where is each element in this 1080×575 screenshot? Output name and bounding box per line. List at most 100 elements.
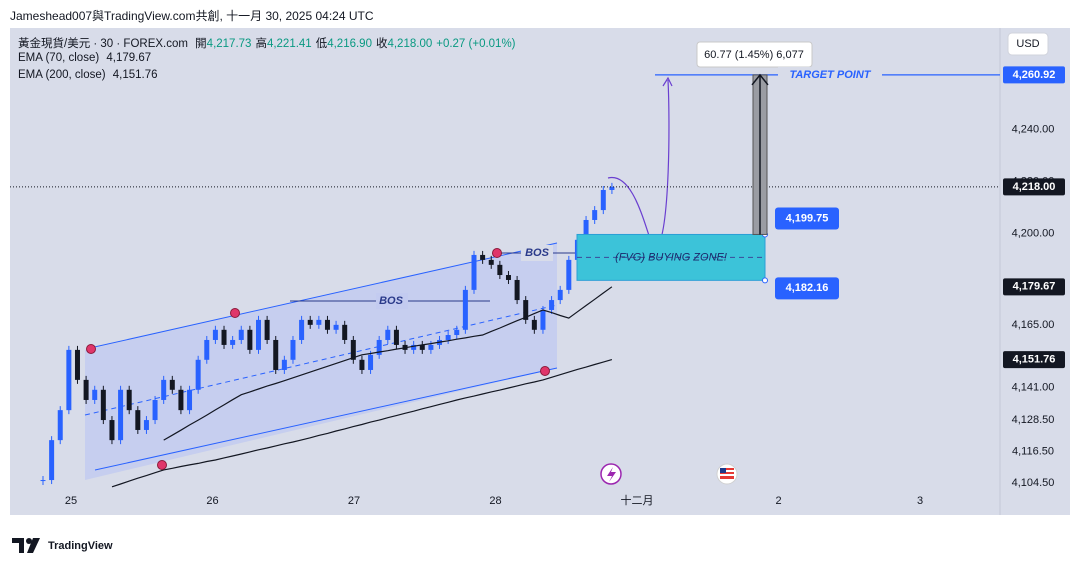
fvg-price-label: 4,182.16 [786, 282, 829, 294]
candle [290, 339, 296, 360]
candle [169, 379, 175, 390]
candle [445, 335, 451, 340]
indicator-legend: EMA (200, close) 4,151.76 [18, 69, 162, 81]
ohlc-value: 4,221.41 [266, 38, 312, 50]
candle [247, 329, 253, 350]
symbol: 黃金現貨/美元 · 30 · FOREX.com [18, 38, 188, 50]
y-tick-label: 4,116.50 [1012, 446, 1054, 458]
price-tag-label: 4,218.00 [1013, 181, 1056, 193]
fvg-price-box [775, 207, 839, 230]
candle [600, 189, 606, 211]
indicator-value: 4,151.76 [112, 69, 158, 81]
channel-bottom [94, 367, 558, 471]
candle [350, 339, 356, 360]
candle [592, 210, 598, 220]
projection-arrow [662, 76, 673, 87]
indicator-name: EMA (200, close) [18, 69, 106, 81]
candle [92, 389, 98, 400]
candle [152, 399, 158, 421]
candle [281, 359, 287, 370]
candle [316, 319, 322, 325]
indicator-value: 4,179.67 [106, 52, 152, 64]
candle [187, 389, 193, 411]
ohlc-key: 高 [255, 38, 267, 50]
price-tag-label: 4,179.67 [1013, 281, 1056, 293]
candle [419, 344, 425, 350]
candle [100, 389, 106, 421]
candle [83, 379, 89, 400]
x-tick-label: 3 [917, 495, 923, 507]
y-tick-label: 4,141.00 [1012, 382, 1055, 394]
candle [74, 349, 80, 380]
candle [238, 329, 244, 340]
measure-box [696, 41, 813, 68]
candle [264, 319, 270, 340]
x-tick-label: 2 [775, 495, 781, 507]
logo-mark [26, 538, 32, 544]
candle [497, 264, 503, 276]
flag-stripe [720, 474, 734, 476]
x-tick-label: 26 [206, 495, 218, 507]
price-tag-label: 4,151.76 [1013, 354, 1056, 366]
candle [342, 324, 348, 340]
candle [505, 275, 511, 280]
ohlc-value: 4,216.90 [327, 38, 372, 50]
fvg-handle [762, 277, 768, 284]
y-tick-label: 4,200.00 [1012, 228, 1055, 240]
logo-text: TradingView [48, 540, 113, 552]
currency-button[interactable] [1007, 32, 1049, 56]
event-icon-bolt [607, 467, 616, 482]
candle [109, 420, 115, 441]
fvg-price-box [775, 277, 839, 300]
channel-top [89, 242, 558, 349]
candle [609, 186, 615, 190]
indicator-legend: EMA (70, close) 4,179.67 [18, 52, 155, 64]
candle [230, 339, 236, 345]
pivots [86, 248, 550, 470]
fvg-price-label: 4,199.75 [786, 212, 829, 224]
candle [531, 319, 537, 330]
candle [488, 259, 494, 265]
pivot [86, 344, 96, 354]
flag-stripe [720, 470, 734, 472]
candle [411, 344, 417, 350]
candle [299, 319, 305, 340]
channel [85, 243, 557, 480]
x-tick-label: 十二月 [621, 493, 654, 507]
ohlc-key: 低 [315, 38, 328, 50]
flag [720, 468, 734, 479]
fvg-label: (FVG) BUYING ZONE! [615, 251, 727, 263]
pivot [157, 460, 167, 470]
attribution: Jameshead007與TradingView.com共創, 十一月 30, … [10, 9, 374, 23]
price-tag [1003, 178, 1065, 196]
candle [212, 329, 218, 340]
candle [471, 254, 477, 290]
candle [523, 300, 529, 320]
ohlc-value: 4,217.73 [206, 38, 252, 50]
candle [143, 420, 149, 430]
change: +0.27 (+0.01%) [436, 38, 516, 50]
price-tag [1003, 66, 1065, 84]
bos-label: BOS [525, 247, 550, 259]
currency-label[interactable]: USD [1016, 38, 1039, 50]
candle [49, 440, 55, 481]
bos-bg [376, 293, 408, 309]
candle [368, 354, 374, 370]
logo-mark [27, 538, 40, 553]
candle [393, 329, 399, 345]
ema-line [111, 359, 613, 488]
ohlc-key: 開 [195, 38, 207, 50]
measure-arrowhead [751, 73, 769, 86]
candle [40, 480, 46, 482]
candle [307, 319, 313, 325]
candle [480, 254, 486, 260]
legend: 黃金現貨/美元 · 30 · FOREX.com 開4,217.73 高4,221… [18, 35, 520, 51]
bos-bg [521, 245, 553, 261]
ema-line [163, 286, 613, 441]
candle [376, 339, 382, 355]
candle [359, 359, 365, 370]
x-tick-label: 27 [348, 495, 360, 507]
candle [540, 309, 546, 330]
